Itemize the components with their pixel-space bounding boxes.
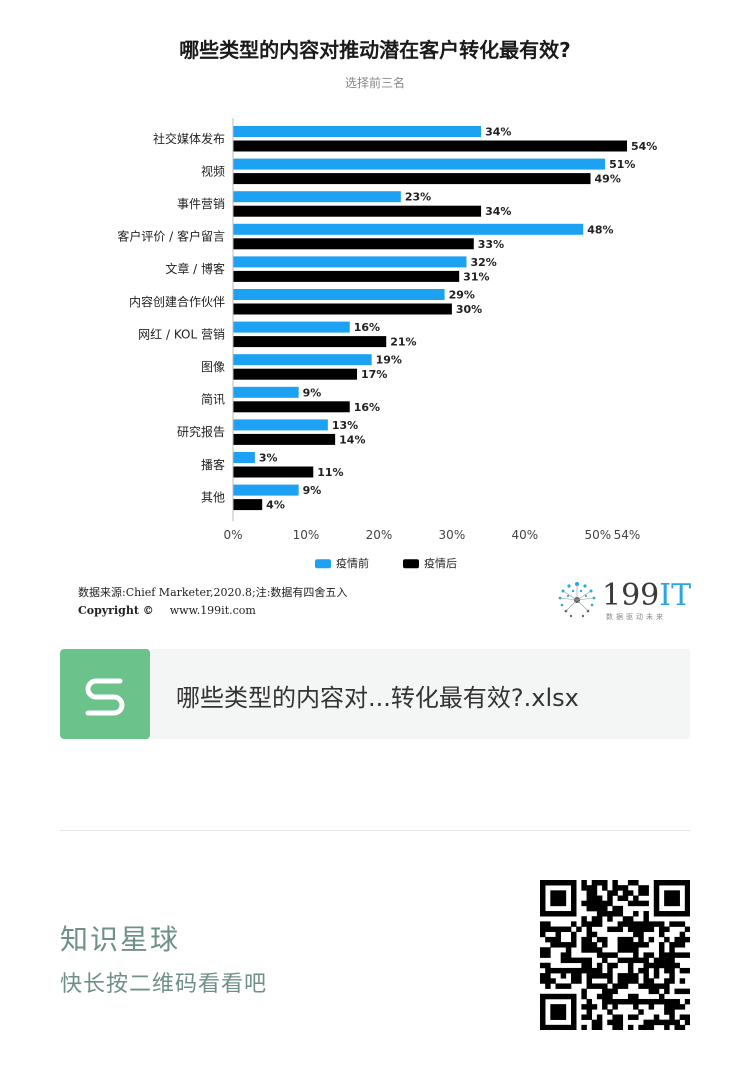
data-label: 23% bbox=[405, 191, 431, 204]
data-label: 9% bbox=[303, 484, 322, 497]
bar bbox=[233, 289, 445, 300]
data-label: 49% bbox=[595, 173, 621, 186]
bar bbox=[233, 466, 314, 478]
bar bbox=[233, 336, 387, 348]
bar bbox=[233, 238, 474, 250]
category-label: 图像 bbox=[201, 360, 225, 374]
category-label: 研究报告 bbox=[177, 424, 225, 439]
data-label: 54% bbox=[631, 140, 657, 153]
x-tick-label: 0% bbox=[223, 528, 242, 542]
dandelion-icon bbox=[558, 582, 596, 618]
data-label: 13% bbox=[332, 419, 358, 432]
data-label: 19% bbox=[376, 354, 402, 367]
legend-label: 疫情后 bbox=[424, 556, 457, 570]
category-label: 网红 / KOL 营销 bbox=[138, 326, 225, 341]
data-label: 32% bbox=[470, 256, 496, 269]
legend-swatch bbox=[403, 559, 419, 569]
category-label: 播客 bbox=[201, 457, 225, 472]
bar bbox=[233, 354, 372, 366]
qr-code[interactable] bbox=[540, 880, 690, 1030]
copyright-line: Copyright © www.199it.com bbox=[78, 604, 256, 617]
legend-label: 疫情前 bbox=[336, 556, 369, 570]
data-label: 16% bbox=[354, 321, 380, 334]
x-tick-label: 30% bbox=[439, 528, 466, 542]
data-label: 30% bbox=[456, 303, 482, 316]
bar bbox=[233, 303, 452, 315]
knowledge-planet-title: 知识星球 bbox=[60, 923, 181, 956]
category-label: 内容创建合作伙伴 bbox=[129, 294, 225, 309]
chart-title: 哪些类型的内容对推动潜在客户转化最有效? bbox=[179, 38, 571, 62]
qr-hint: 快长按二维码看看吧 bbox=[60, 972, 268, 997]
category-label: 事件营销 bbox=[177, 197, 225, 211]
divider bbox=[60, 830, 690, 831]
data-label: 48% bbox=[587, 223, 613, 236]
data-label: 9% bbox=[303, 386, 322, 399]
bar bbox=[233, 386, 299, 398]
bar bbox=[233, 270, 460, 282]
data-label: 51% bbox=[609, 158, 635, 171]
category-label: 其他 bbox=[201, 490, 225, 504]
bar bbox=[233, 158, 606, 170]
data-label: 34% bbox=[485, 205, 511, 218]
data-label: 29% bbox=[449, 289, 475, 302]
data-label: 4% bbox=[266, 499, 285, 512]
file-attachment-card[interactable]: 哪些类型的内容对...转化最有效?.xlsx bbox=[60, 649, 690, 739]
bar bbox=[233, 223, 584, 235]
data-label: 14% bbox=[339, 433, 365, 446]
category-label: 简讯 bbox=[201, 393, 225, 407]
bar bbox=[233, 321, 350, 333]
bar-chart: 社交媒体发布 34% 54% 视频 51% 49% 事件营销 23% 34% 客户评价 / 客户留… bbox=[117, 118, 657, 570]
bar bbox=[233, 205, 482, 217]
bar bbox=[233, 419, 328, 431]
brand-name: 199IT bbox=[602, 578, 692, 613]
data-label: 33% bbox=[478, 238, 504, 251]
brand-logo: 199IT 数据驱动未来 bbox=[554, 576, 694, 622]
bar bbox=[233, 256, 467, 268]
data-label: 3% bbox=[259, 452, 278, 465]
brand-tagline: 数据驱动未来 bbox=[606, 613, 666, 621]
bar bbox=[233, 499, 263, 511]
copyright-label: Copyright © bbox=[78, 604, 154, 617]
legend-swatch bbox=[315, 559, 331, 569]
data-label: 16% bbox=[354, 401, 380, 414]
data-label: 31% bbox=[463, 270, 489, 283]
category-label: 文章 / 博客 bbox=[165, 261, 225, 276]
category-label: 社交媒体发布 bbox=[153, 131, 225, 146]
x-tick-label: 10% bbox=[293, 528, 320, 542]
data-label: 11% bbox=[317, 466, 343, 479]
bar bbox=[233, 173, 591, 185]
bar bbox=[233, 433, 336, 445]
bar bbox=[233, 401, 350, 413]
spreadsheet-file-icon bbox=[60, 649, 150, 739]
bar bbox=[233, 191, 401, 203]
data-label: 17% bbox=[361, 368, 387, 381]
bar bbox=[233, 484, 299, 496]
bar bbox=[233, 126, 482, 137]
source-note: 数据来源:Chief Marketer,2020.8;注:数据有四舍五入 bbox=[78, 586, 348, 599]
x-tick-label: 20% bbox=[366, 528, 393, 542]
x-tick-label: 50% bbox=[584, 528, 611, 542]
data-label: 21% bbox=[390, 336, 416, 349]
x-tick-label: 40% bbox=[512, 528, 539, 542]
chart-subtitle: 选择前三名 bbox=[344, 76, 405, 90]
file-name: 哪些类型的内容对...转化最有效?.xlsx bbox=[176, 684, 579, 712]
website-link[interactable]: www.199it.com bbox=[169, 604, 256, 617]
bar bbox=[233, 140, 627, 152]
category-label: 视频 bbox=[201, 163, 225, 178]
bar bbox=[233, 452, 255, 463]
x-tick-label: 54% bbox=[614, 528, 641, 542]
bar bbox=[233, 368, 358, 380]
category-label: 客户评价 / 客户留言 bbox=[117, 229, 225, 244]
data-label: 34% bbox=[485, 126, 511, 139]
